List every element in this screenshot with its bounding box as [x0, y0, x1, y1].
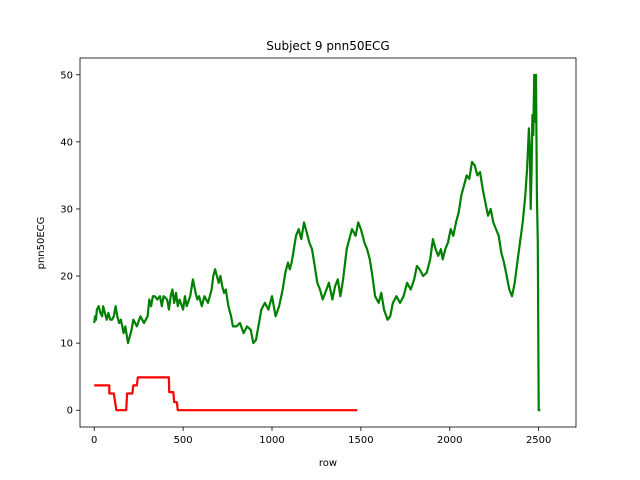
plot-area — [93, 73, 541, 412]
x-tick-label: 0 — [91, 435, 97, 446]
chart-title: Subject 9 pnn50ECG — [266, 39, 389, 53]
axes-frame — [79, 57, 577, 428]
y-tick-label: 50 — [60, 70, 73, 81]
x-tick-label: 500 — [174, 435, 193, 446]
y-axis-label: pnn50ECG — [36, 217, 47, 270]
x-tick-label: 1000 — [259, 435, 284, 446]
y-tick-label: 10 — [60, 339, 73, 350]
x-tick-label: 2000 — [437, 435, 462, 446]
y-axis: 0 10 20 30 40 50 — [60, 70, 80, 417]
y-tick-label: 30 — [60, 204, 73, 215]
y-tick-label: 40 — [60, 137, 73, 148]
y-tick-label: 0 — [67, 406, 73, 417]
x-tick-label: 1500 — [348, 435, 373, 446]
x-axis-label: row — [319, 458, 337, 469]
series-line-1 — [93, 73, 541, 412]
y-tick-label: 20 — [60, 272, 73, 283]
series-line-0 — [94, 376, 358, 412]
x-tick-label: 2500 — [526, 435, 551, 446]
x-axis: 0 500 1000 1500 2000 2500 — [91, 427, 551, 446]
